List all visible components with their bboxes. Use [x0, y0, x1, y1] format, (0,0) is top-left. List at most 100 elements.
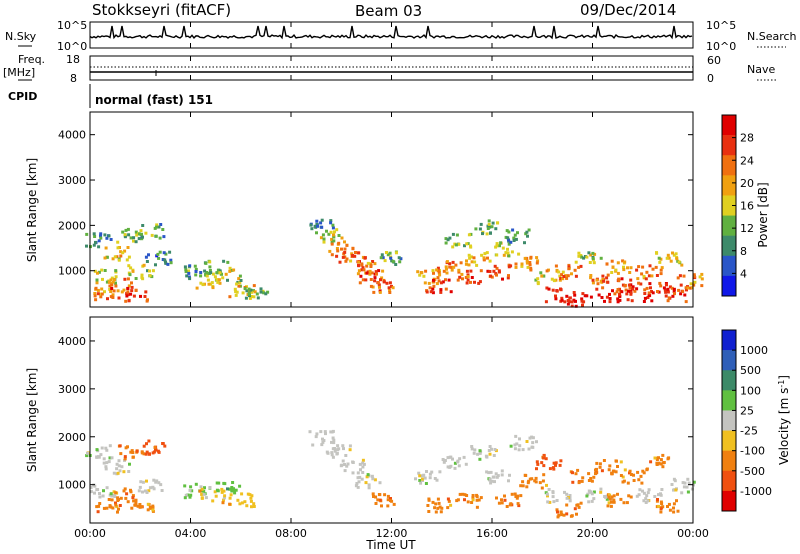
velocity-cell [503, 494, 506, 498]
power-cell [439, 290, 443, 294]
power-cell [617, 279, 621, 283]
power-cell [451, 232, 455, 236]
power-ytick-label: 2000 [58, 219, 86, 232]
power-cell [495, 266, 499, 270]
velocity-cell [138, 503, 142, 506]
power-cell [469, 255, 473, 259]
velocity-cell [641, 489, 644, 493]
power-cell [309, 223, 313, 227]
power-cell [551, 288, 555, 292]
velocity-cell [687, 481, 691, 485]
power-cell [435, 268, 439, 272]
power-cell [431, 269, 435, 273]
velocity-cell [559, 510, 563, 514]
power-cell [157, 225, 161, 229]
power-cell [545, 269, 549, 273]
velocity-cell [372, 495, 375, 498]
power-cell [105, 255, 109, 259]
velocity-cell [557, 513, 561, 517]
power-heatmap [85, 218, 704, 308]
power-cell [226, 260, 230, 264]
velocity-cell [515, 496, 519, 500]
power-cell [622, 268, 626, 272]
velocity-cell [525, 485, 529, 489]
velocity-cell [463, 498, 466, 502]
power-cell [146, 269, 149, 273]
velocity-cell [236, 498, 240, 502]
velocity-cell [108, 456, 112, 460]
power-cell [187, 275, 191, 279]
velocity-cell [478, 451, 482, 455]
freq-tick-bottom: 8 [70, 72, 77, 85]
power-cell [520, 262, 524, 266]
velocity-cell [117, 464, 121, 468]
power-cell [444, 241, 448, 245]
power-cell [239, 279, 243, 282]
velocity-cell [576, 503, 580, 507]
velocity-cell [110, 498, 114, 502]
velocity-colorbar-tick-label: 25 [740, 404, 754, 417]
power-cell [145, 260, 149, 263]
velocity-cell [568, 499, 572, 503]
velocity-colorbar-swatch [722, 330, 736, 351]
velocity-cell [159, 483, 163, 487]
velocity-cell [632, 473, 635, 477]
power-cell [134, 289, 138, 292]
velocity-cell [364, 481, 368, 485]
power-cell [554, 264, 558, 268]
velocity-cell [463, 493, 467, 497]
power-cell [554, 297, 558, 301]
power-cell [108, 287, 112, 291]
power-cell [420, 271, 424, 275]
velocity-cell [122, 470, 126, 474]
power-cell [487, 219, 491, 223]
power-cell [452, 265, 456, 269]
power-cell [437, 271, 441, 275]
power-cell [131, 269, 135, 273]
power-cell [580, 297, 584, 301]
velocity-cell [657, 493, 660, 497]
velocity-cell [330, 453, 334, 457]
power-cell [99, 234, 102, 238]
power-cell [161, 228, 165, 231]
velocity-cell [131, 496, 135, 500]
velocity-cell [362, 462, 366, 466]
power-cell [194, 273, 198, 277]
power-cell [432, 271, 435, 275]
velocity-cell [659, 458, 663, 462]
power-cell [644, 277, 648, 281]
velocity-cell [215, 488, 219, 492]
power-cell [377, 269, 381, 273]
power-cell [523, 256, 527, 260]
power-cell [437, 279, 441, 283]
velocity-colorbar-label: Velocity [m s-1] [777, 375, 792, 465]
velocity-cell [123, 487, 127, 491]
velocity-cell [354, 484, 358, 488]
power-cell [469, 269, 473, 273]
power-cell [385, 251, 388, 254]
power-cell [144, 290, 148, 294]
velocity-cell [496, 474, 500, 478]
power-cell [659, 272, 663, 276]
power-cell [237, 284, 241, 288]
power-cell [510, 250, 514, 254]
velocity-cell [234, 488, 238, 492]
power-cell [501, 277, 504, 281]
power-cell [470, 260, 474, 264]
x-tick-label: 00:00 [677, 527, 709, 540]
power-cell [657, 256, 661, 260]
power-cell [478, 227, 482, 231]
nsky-tick-top: 10^5 [57, 19, 87, 32]
velocity-cell [130, 506, 134, 510]
velocity-cell [139, 480, 143, 484]
power-cell [416, 270, 420, 274]
power-colorbar-tick-label: 8 [740, 245, 747, 258]
power-cell [335, 228, 339, 232]
power-cell [559, 288, 563, 292]
velocity-cell [524, 474, 528, 477]
power-cell [505, 229, 509, 233]
power-cell [345, 257, 349, 261]
velocity-cell [675, 499, 678, 503]
power-cell [208, 265, 212, 269]
velocity-cell [95, 505, 99, 509]
